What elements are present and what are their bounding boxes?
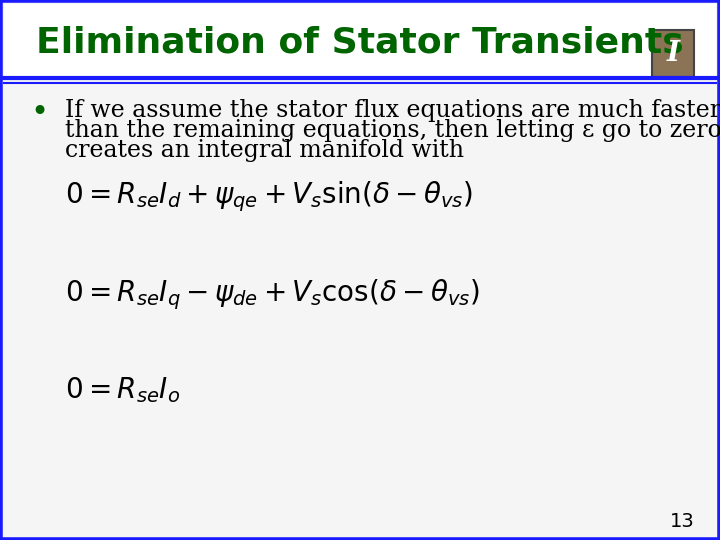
FancyBboxPatch shape — [652, 30, 694, 77]
Text: $0 = R_{se}I_o$: $0 = R_{se}I_o$ — [65, 375, 180, 405]
Text: $0 = R_{se}I_q - \psi_{de} + V_s \cos(\delta - \theta_{vs})$: $0 = R_{se}I_q - \psi_{de} + V_s \cos(\d… — [65, 277, 480, 312]
Text: If we assume the stator flux equations are much faster: If we assume the stator flux equations a… — [65, 99, 720, 122]
Text: I: I — [667, 40, 680, 67]
Text: Elimination of Stator Transients: Elimination of Stator Transients — [36, 25, 684, 59]
Text: $0 = R_{se}I_d + \psi_{qe} + V_s \sin(\delta - \theta_{vs})$: $0 = R_{se}I_d + \psi_{qe} + V_s \sin(\d… — [65, 180, 473, 214]
Text: creates an integral manifold with: creates an integral manifold with — [65, 139, 464, 161]
Text: than the remaining equations, then letting ε go to zero: than the remaining equations, then letti… — [65, 119, 720, 141]
FancyBboxPatch shape — [4, 4, 716, 78]
Text: 13: 13 — [670, 511, 695, 531]
Text: •: • — [30, 98, 49, 127]
